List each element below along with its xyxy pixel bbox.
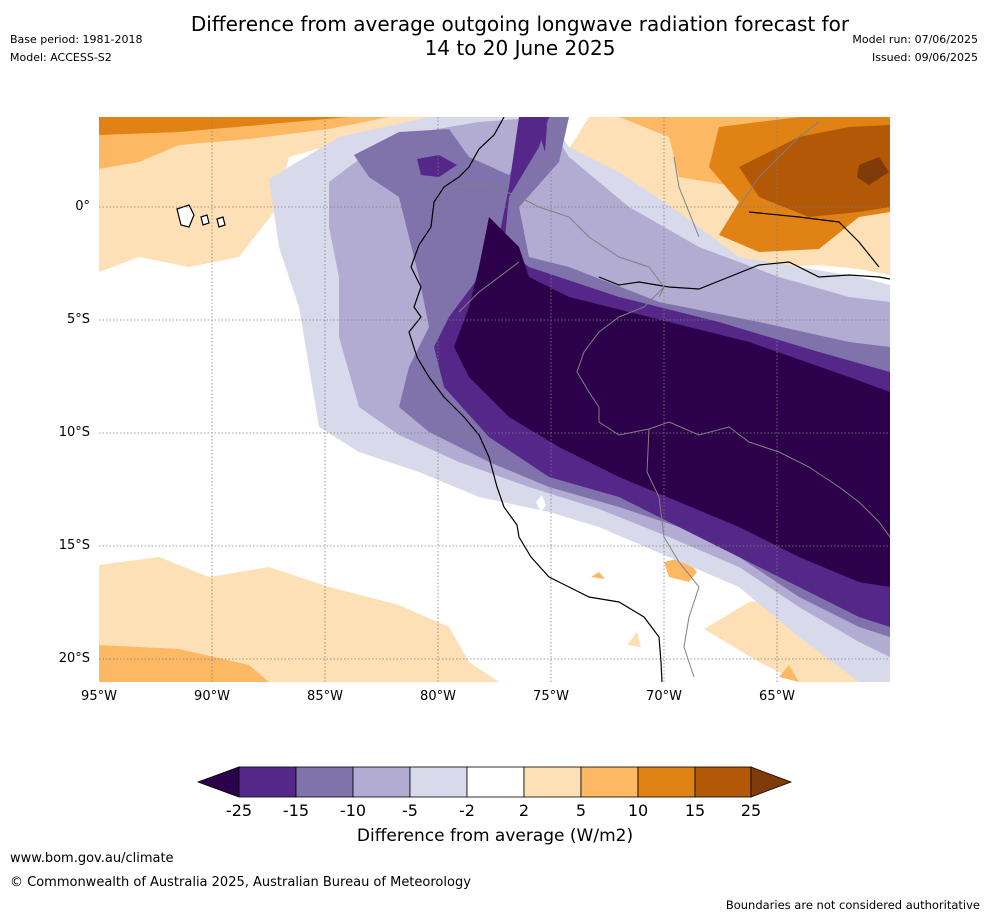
colorbar-extend-high bbox=[750, 766, 793, 798]
lon-tick-75w: 75°W bbox=[533, 689, 569, 704]
graticule bbox=[99, 117, 890, 682]
forecast-map bbox=[99, 117, 890, 682]
colorbar-svg bbox=[196, 766, 793, 798]
positive-area-northeast-5 bbox=[857, 157, 889, 185]
negative-area-small bbox=[417, 155, 457, 177]
colorbar-label-10: 25 bbox=[740, 801, 762, 820]
colorbar-swatch-1 bbox=[238, 766, 297, 798]
positive-area-southeast-2 bbox=[779, 665, 799, 682]
positive-area-northwest-3 bbox=[99, 117, 349, 135]
lat-tick-20s: 20°S bbox=[58, 651, 90, 666]
model-run: Model run: 07/06/2025 bbox=[852, 33, 978, 46]
colorbar-label-1: -25 bbox=[225, 801, 253, 820]
lat-tick-10s: 10°S bbox=[58, 425, 90, 440]
positive-area-small-1 bbox=[591, 572, 605, 579]
colorbar-swatch-8 bbox=[637, 766, 696, 798]
coastline-caribbean bbox=[598, 261, 890, 290]
lon-tick-80w: 80°W bbox=[420, 689, 456, 704]
footer-url: www.bom.gov.au/climate bbox=[10, 851, 174, 866]
colorbar-swatch-4 bbox=[409, 766, 468, 798]
positive-area-southwest-2 bbox=[99, 645, 269, 682]
colorbar-swatch-5 bbox=[466, 766, 525, 798]
lon-tick-90w: 90°W bbox=[194, 689, 230, 704]
positive-area-small-2 bbox=[627, 632, 641, 647]
map-svg bbox=[99, 117, 890, 682]
negative-area-small-2 bbox=[539, 125, 547, 152]
colorbar-swatch-2 bbox=[295, 766, 354, 798]
lon-tick-85w: 85°W bbox=[307, 689, 343, 704]
colorbar-label-7: 5 bbox=[575, 801, 587, 820]
galapagos-islands bbox=[176, 204, 226, 228]
lon-tick-95w: 95°W bbox=[81, 689, 117, 704]
lon-tick-70w: 70°W bbox=[646, 689, 682, 704]
colorbar-swatch-9 bbox=[694, 766, 752, 798]
colorbar-label-6: 2 bbox=[518, 801, 530, 820]
issued-date: Issued: 09/06/2025 bbox=[871, 51, 978, 64]
colorbar-label-3: -10 bbox=[339, 801, 367, 820]
colorbar bbox=[0, 766, 988, 798]
positive-area-southwest bbox=[99, 557, 499, 682]
colorbar-label-8: 10 bbox=[627, 801, 649, 820]
colorbar-swatch-6 bbox=[523, 766, 582, 798]
base-period: Base period: 1981-2018 bbox=[10, 33, 143, 46]
colorbar-label-5: -2 bbox=[459, 801, 475, 820]
map-title: Difference from average outgoing longwav… bbox=[190, 12, 850, 60]
coastline-lake bbox=[748, 211, 880, 268]
colorbar-extend-low bbox=[196, 766, 240, 798]
positive-area-northwest bbox=[99, 117, 429, 272]
colorbar-swatch-3 bbox=[352, 766, 411, 798]
meta-left: Base period: 1981-2018 Model: ACCESS-S2 bbox=[10, 31, 142, 67]
lon-tick-65w: 65°W bbox=[759, 689, 795, 704]
footer-copyright: © Commonwealth of Australia 2025, Austra… bbox=[10, 875, 471, 890]
country-boundaries bbox=[448, 121, 890, 678]
colorbar-label-4: -5 bbox=[402, 801, 418, 820]
model-name: Model: ACCESS-S2 bbox=[10, 51, 112, 64]
footer-note: Boundaries are not considered authoritat… bbox=[725, 898, 980, 912]
positive-area-island bbox=[536, 495, 546, 512]
colorbar-label-9: 15 bbox=[684, 801, 706, 820]
coastline-south-america bbox=[408, 117, 663, 682]
colorbar-title: Difference from average (W/m2) bbox=[356, 826, 634, 846]
lat-tick-5s: 5°S bbox=[66, 312, 90, 327]
colorbar-label-2: -15 bbox=[282, 801, 310, 820]
meta-right: Model run: 07/06/2025 Issued: 09/06/2025 bbox=[852, 31, 978, 67]
lat-tick-0: 0° bbox=[75, 199, 90, 214]
negative-band-minus25 bbox=[454, 217, 890, 587]
colorbar-swatch-7 bbox=[580, 766, 639, 798]
lat-tick-15s: 15°S bbox=[58, 538, 90, 553]
